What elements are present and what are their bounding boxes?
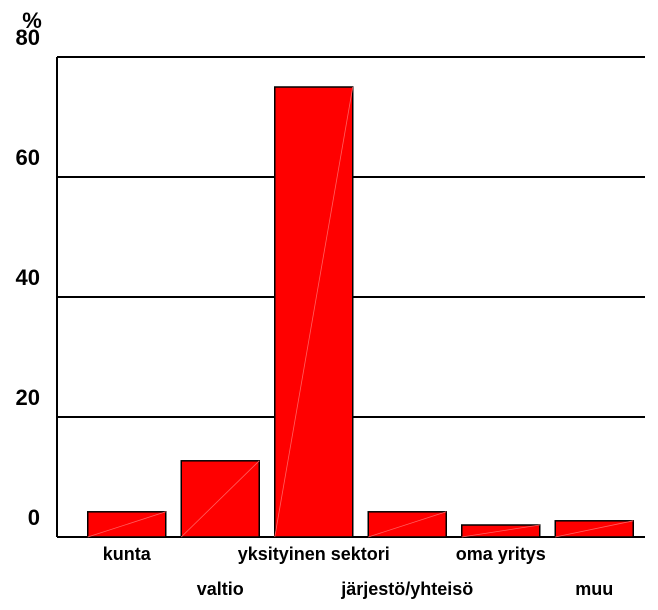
x-tick-label: valtio: [197, 579, 244, 599]
bar-shading: [274, 86, 354, 538]
y-axis-label: %: [22, 8, 42, 33]
bar-shading: [87, 511, 166, 538]
x-tick-label: yksityinen sektori: [238, 544, 390, 564]
x-tick-label: oma yritys: [456, 544, 546, 564]
bar-shading: [461, 524, 540, 538]
y-tick-label: 60: [16, 145, 40, 170]
bar-shading: [368, 511, 447, 538]
y-tick-label: 80: [16, 25, 40, 50]
x-tick-label: järjestö/yhteisö: [340, 579, 473, 599]
bar-shading: [180, 460, 260, 538]
y-tick-label: 0: [28, 505, 40, 530]
bar-shading: [555, 520, 634, 538]
x-tick-label: muu: [575, 579, 613, 599]
y-tick-label: 20: [16, 385, 40, 410]
y-tick-label: 40: [16, 265, 40, 290]
x-tick-label: kunta: [103, 544, 152, 564]
